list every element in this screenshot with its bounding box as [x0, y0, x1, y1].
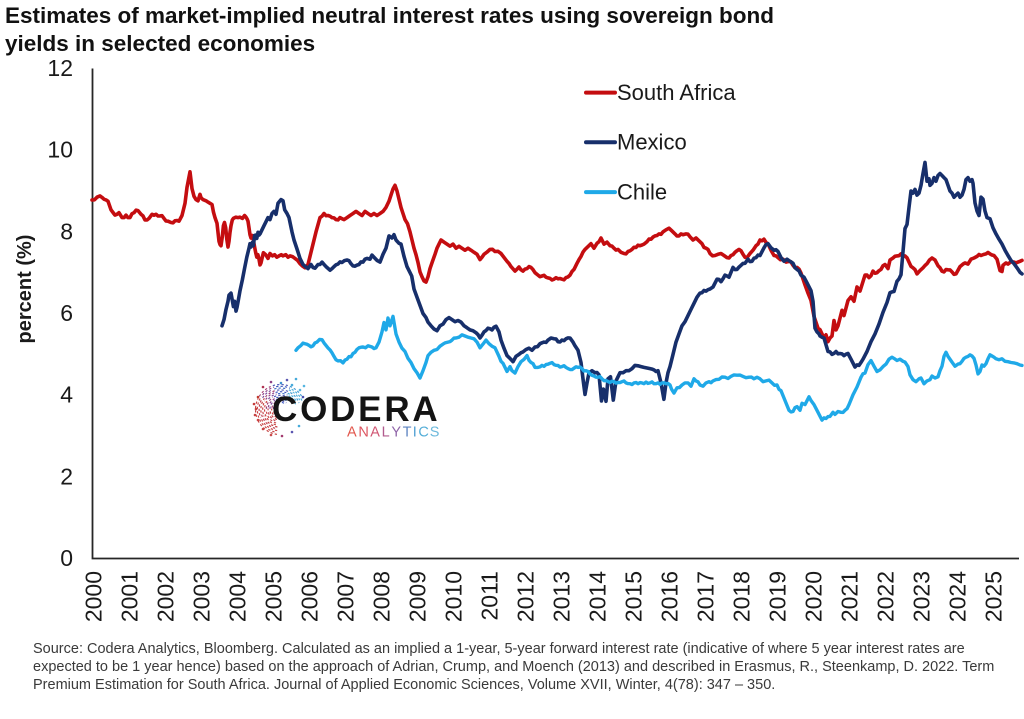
- svg-text:2007: 2007: [333, 571, 359, 622]
- svg-text:2011: 2011: [477, 571, 503, 620]
- svg-text:2003: 2003: [189, 571, 215, 622]
- svg-text:C: C: [418, 425, 428, 441]
- svg-text:2009: 2009: [405, 571, 431, 622]
- svg-text:2023: 2023: [909, 571, 935, 622]
- svg-text:2025: 2025: [981, 571, 1007, 622]
- svg-text:2015: 2015: [621, 571, 647, 622]
- svg-text:S: S: [430, 425, 440, 441]
- svg-text:2004: 2004: [225, 571, 251, 622]
- svg-text:2019: 2019: [765, 571, 791, 622]
- svg-text:8: 8: [60, 218, 73, 244]
- svg-text:6: 6: [60, 300, 73, 326]
- svg-text:2005: 2005: [261, 571, 287, 622]
- svg-text:2020: 2020: [801, 571, 827, 622]
- svg-text:2002: 2002: [153, 571, 179, 622]
- svg-text:2000: 2000: [81, 571, 107, 622]
- svg-text:2008: 2008: [369, 571, 395, 622]
- svg-text:2001: 2001: [117, 571, 143, 622]
- svg-text:Mexico: Mexico: [617, 130, 687, 155]
- svg-text:L: L: [382, 425, 390, 441]
- svg-text:2018: 2018: [729, 571, 755, 622]
- svg-text:A: A: [370, 425, 380, 441]
- svg-text:2013: 2013: [549, 571, 575, 622]
- svg-text:A: A: [347, 425, 357, 441]
- svg-text:2006: 2006: [297, 571, 323, 622]
- svg-text:percent (%): percent (%): [14, 235, 36, 344]
- svg-text:South Africa: South Africa: [617, 80, 736, 105]
- svg-text:4: 4: [60, 382, 73, 408]
- svg-text:10: 10: [47, 137, 73, 163]
- svg-text:2017: 2017: [693, 571, 719, 622]
- svg-text:2022: 2022: [873, 571, 899, 622]
- svg-text:CODERA: CODERA: [272, 390, 440, 429]
- svg-text:0: 0: [60, 545, 73, 571]
- svg-text:I: I: [413, 425, 417, 441]
- svg-text:T: T: [403, 425, 412, 441]
- svg-text:2021: 2021: [837, 571, 863, 622]
- svg-text:2024: 2024: [945, 571, 971, 622]
- svg-text:Chile: Chile: [617, 180, 667, 205]
- svg-text:N: N: [358, 425, 368, 441]
- svg-text:2014: 2014: [585, 571, 611, 622]
- svg-text:2016: 2016: [657, 571, 683, 622]
- svg-text:2: 2: [60, 463, 73, 489]
- svg-text:Y: Y: [391, 425, 401, 441]
- svg-text:2012: 2012: [513, 571, 539, 622]
- svg-text:12: 12: [47, 55, 73, 81]
- svg-text:2010: 2010: [441, 571, 467, 622]
